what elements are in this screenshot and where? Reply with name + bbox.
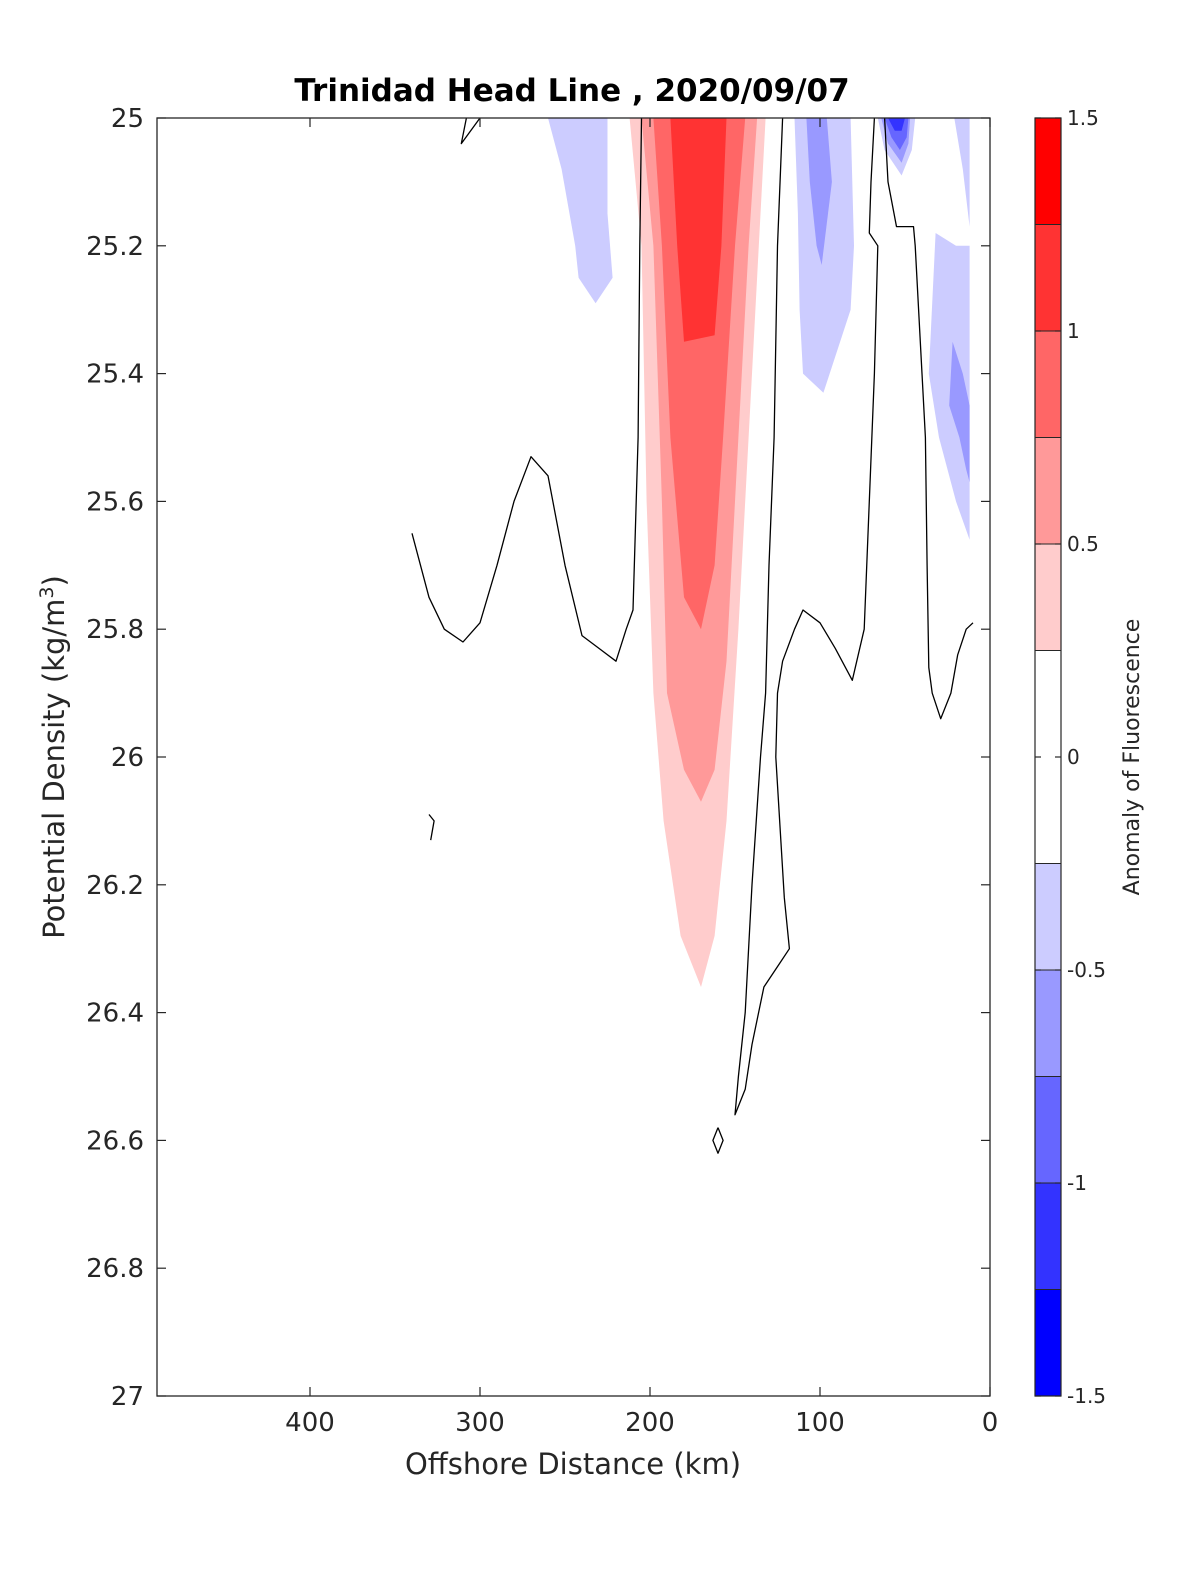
y-tick-label: 25.8 [86,615,144,645]
plot-background [157,118,990,1396]
colorbar-level-9 [1035,1183,1061,1290]
contour-lines [411,118,974,1154]
colorbar-tick-label: 0.5 [1067,532,1099,556]
colorbar-level-6 [1035,863,1061,970]
filled-region-11 [954,118,970,227]
x-tick-label: 0 [982,1408,999,1438]
filled-region-4 [548,118,613,304]
colorbar-tick-label: -1.5 [1067,1384,1106,1408]
colorbar-tick-label: 0 [1067,745,1080,769]
filled-region-3 [670,118,727,342]
contour-line-5 [712,1127,724,1154]
colorbar-level-1 [1035,224,1061,331]
filled-region-13 [949,341,970,483]
x-tick-label: 300 [455,1408,505,1438]
colorbar-level-0 [1035,118,1061,225]
contour-line-2 [734,118,879,1116]
filled-region-6 [806,118,832,265]
y-axis-label-main: Potential Density (kg/m [37,599,71,939]
filled-region-10 [888,118,905,131]
colorbar-level-4 [1035,544,1061,651]
colorbar-level-8 [1035,1076,1061,1183]
y-tick-label: 26.2 [86,871,144,901]
colorbar-level-3 [1035,437,1061,544]
y-tick-label: 25.4 [86,360,144,390]
axis-ticks: 400 300 200 100 0 25 25.2 25.4 25.6 25.8 26 26.2 26.… [86,104,998,1438]
colorbar-level-7 [1035,970,1061,1077]
y-tick-label: 27 [111,1382,144,1412]
colorbar-tick-label: 1.5 [1067,106,1099,130]
x-axis-label: Offshore Distance (km) [405,1447,741,1481]
y-tick-label: 26.6 [86,1126,144,1156]
filled-region-5 [794,118,854,393]
y-tick-label: 26.4 [86,999,144,1029]
contour-line-4 [428,814,435,841]
colorbar-tick-label: -0.5 [1067,958,1106,982]
colorbar: 1.5 1 0.5 0 -0.5 -1 -1.5 [1034,106,1106,1408]
filled-contours [548,118,970,987]
x-tick-label: 100 [795,1408,845,1438]
y-tick-label: 26.8 [86,1254,144,1284]
x-tick-label: 400 [285,1408,335,1438]
contour-line-0 [460,118,481,145]
x-tick-label: 200 [625,1408,675,1438]
y-axis-label-close: ) [37,575,71,586]
y-tick-label: 25.6 [86,487,144,517]
colorbar-tick-label: 1 [1067,319,1080,343]
filled-region-2 [653,118,746,630]
colorbar-level-10 [1035,1289,1061,1396]
y-axis-label: Potential Density (kg/m3) [36,575,71,939]
y-tick-label: 25 [111,104,144,134]
y-tick-label: 26 [111,743,144,773]
y-axis-label-superscript: 3 [36,586,58,598]
contour-line-3 [883,118,974,720]
colorbar-level-2 [1035,331,1061,438]
colorbar-tick-label: -1 [1067,1171,1087,1195]
filled-region-12 [928,233,970,540]
colorbar-label: Anomaly of Fluorescence [1120,619,1145,896]
contour-line-1 [411,118,643,662]
y-tick-label: 25.2 [86,232,144,262]
chart-title: Trinidad Head Line , 2020/09/07 [294,73,849,109]
